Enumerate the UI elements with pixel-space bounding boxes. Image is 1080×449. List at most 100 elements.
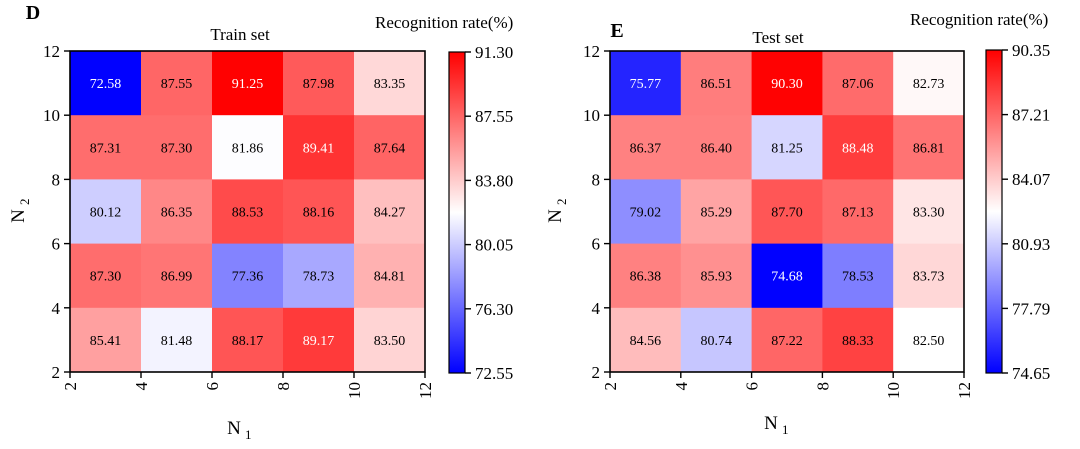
heatmap-cell [70, 51, 142, 116]
x-tick-label: 6 [743, 382, 762, 391]
cell-value-label: 87.30 [90, 270, 122, 285]
cell-value-label: 86.38 [630, 270, 662, 285]
x-tick-label: 2 [601, 382, 620, 391]
svg-text:N: N [764, 413, 778, 434]
y-axis-label: N2 [8, 199, 32, 223]
heatmap-cells: 72.58 87.55 91.25 87.98 83.35 87.31 87.30 81.86… [70, 51, 426, 373]
colorbar-tick-label: 90.35 [1012, 41, 1050, 60]
colorbar-tick-label: 76.30 [475, 300, 513, 319]
heatmap-cells: 75.77 86.51 90.30 87.06 82.73 86.37 86.40 81.25… [610, 51, 965, 373]
y-tick-label: 6 [52, 235, 61, 254]
y-tick-label: 10 [583, 106, 600, 125]
cell-value-label: 84.27 [374, 206, 406, 221]
x-tick-label: 4 [672, 382, 691, 391]
heatmap-cell [893, 307, 965, 373]
cell-value-label: 87.31 [90, 141, 122, 156]
heatmap-cell [70, 115, 142, 180]
cell-value-label: 86.81 [913, 141, 945, 156]
cell-value-label: 87.06 [842, 77, 874, 92]
cell-value-label: 83.73 [913, 270, 945, 285]
cell-value-label: 82.50 [913, 334, 945, 349]
heatmap-cell [822, 179, 894, 245]
cell-value-label: 83.30 [913, 206, 945, 221]
svg-text:N: N [8, 209, 29, 223]
cell-value-label: 87.30 [161, 141, 193, 156]
heatmap-cell [680, 243, 753, 309]
heatmap-cell [822, 243, 894, 309]
heatmap-panel-e: E Test set Recognition rate(%) 75.77 86.51 90… [545, 10, 1051, 437]
cell-value-label: 88.53 [232, 206, 264, 221]
svg-text:2: 2 [17, 199, 32, 206]
y-tick-label: 2 [52, 363, 61, 382]
heatmap-cell [751, 115, 823, 180]
chart-title: Test set [752, 28, 803, 47]
heatmap-cell [610, 179, 682, 245]
cell-value-label: 75.77 [630, 77, 662, 92]
cell-value-label: 78.53 [842, 270, 874, 285]
heatmap-cell [141, 307, 213, 373]
cell-value-label: 81.25 [771, 141, 803, 156]
cell-value-label: 85.93 [700, 270, 732, 285]
cell-value-label: 85.41 [90, 334, 122, 349]
colorbar-tick-label: 74.65 [1012, 364, 1050, 383]
cell-value-label: 86.40 [700, 141, 732, 156]
colorbar-tick-label: 77.79 [1012, 299, 1050, 318]
heatmap-cell [751, 307, 823, 373]
cell-value-label: 85.29 [700, 206, 732, 221]
heatmap-cell [610, 51, 682, 116]
svg-text:2: 2 [554, 199, 569, 206]
colorbar-tick-label: 84.07 [1012, 170, 1051, 189]
heatmap-cell [822, 115, 894, 180]
heatmap-cell [212, 307, 284, 373]
cell-value-label: 83.35 [374, 77, 406, 92]
cell-value-label: 87.55 [161, 77, 193, 92]
colorbar-tick-label: 87.21 [1012, 106, 1050, 125]
heatmap-cell [354, 307, 426, 373]
heatmap-cell [141, 179, 213, 245]
colorbar [985, 49, 1003, 374]
cell-value-label: 79.02 [630, 206, 662, 221]
heatmap-cell [283, 307, 355, 373]
svg-text:1: 1 [782, 422, 789, 437]
cell-value-label: 86.37 [630, 141, 662, 156]
y-tick-label: 12 [583, 42, 600, 61]
colorbar-title: Recognition rate(%) [910, 10, 1048, 29]
x-tick-label: 12 [955, 382, 974, 399]
heatmap-cell [680, 51, 753, 116]
heatmap-cell [283, 115, 355, 180]
cell-value-label: 88.48 [842, 141, 874, 156]
heatmap-cell [893, 179, 965, 245]
heatmap-cell [141, 115, 213, 180]
cell-value-label: 88.33 [842, 334, 874, 349]
x-tick-label: 12 [416, 382, 435, 399]
x-tick-label: 4 [132, 382, 151, 391]
heatmap-cell [354, 243, 426, 309]
heatmap-cell [212, 115, 284, 180]
cell-value-label: 83.50 [374, 334, 406, 349]
chart-title: Train set [210, 25, 270, 44]
cell-value-label: 87.70 [771, 206, 803, 221]
cell-value-label: 86.35 [161, 206, 193, 221]
heatmap-cell [610, 243, 682, 309]
cell-value-label: 84.81 [374, 270, 406, 285]
plot-frame [609, 50, 965, 373]
cell-value-label: 90.30 [771, 77, 803, 92]
y-tick-label: 6 [592, 235, 601, 254]
svg-text:N: N [545, 209, 566, 223]
heatmap-cell [680, 179, 753, 245]
y-tick-label: 10 [43, 106, 60, 125]
heatmap-panel-d: D Train set Recognition rate(%) 72.58 87.55 9… [8, 2, 513, 442]
y-tick-label: 8 [52, 170, 61, 189]
panel-letter: E [610, 20, 623, 42]
panel-letter: D [26, 2, 40, 24]
heatmap-cell [610, 307, 682, 373]
colorbar-tick-label: 72.55 [475, 364, 513, 383]
colorbar-tick-label: 80.05 [475, 236, 513, 255]
cell-value-label: 80.12 [90, 206, 122, 221]
plot-frame [69, 50, 426, 373]
heatmap-cell [680, 307, 753, 373]
cell-value-label: 86.99 [161, 270, 193, 285]
y-tick-label: 2 [592, 363, 601, 382]
heatmap-cell [751, 243, 823, 309]
